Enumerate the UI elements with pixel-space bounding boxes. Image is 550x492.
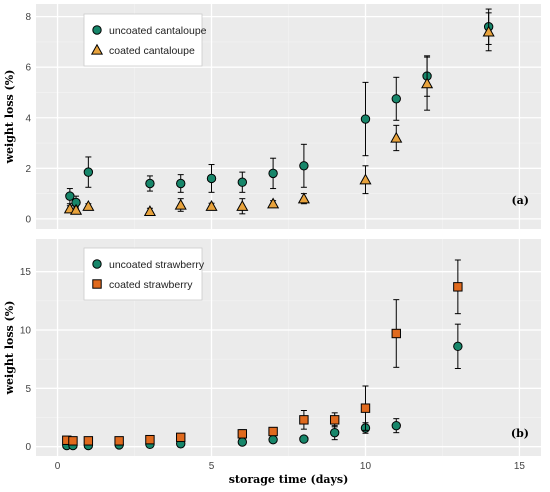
legend-marker — [92, 259, 102, 269]
y-tick-label: 0 — [25, 214, 31, 225]
y-tick-label: 5 — [25, 384, 31, 395]
panel-tag: (b) — [511, 427, 529, 440]
data-point — [174, 198, 187, 210]
series-coated-cantaloupe — [63, 12, 495, 216]
data-point — [391, 420, 401, 431]
y-axis-title: weight loss (%) — [3, 301, 16, 396]
data-point — [297, 192, 310, 204]
data-point — [145, 434, 155, 445]
legend-marker — [90, 43, 104, 55]
data-point — [453, 341, 463, 352]
x-tick-label: 15 — [514, 461, 526, 472]
data-point — [359, 173, 372, 185]
data-point — [482, 25, 495, 37]
data-point — [421, 77, 434, 89]
data-point — [69, 203, 83, 215]
data-point — [237, 437, 248, 447]
x-axis-title: storage time (days) — [229, 473, 349, 486]
data-point — [176, 178, 186, 189]
y-tick-label: 6 — [25, 63, 31, 74]
data-point — [145, 178, 155, 189]
legend-label: coated strawberry — [109, 279, 193, 291]
data-point — [329, 415, 340, 425]
data-point — [360, 403, 371, 413]
legend-box — [83, 247, 203, 301]
data-point — [299, 434, 309, 444]
y-axis-title: weight loss (%) — [3, 70, 16, 165]
legend-box — [83, 13, 203, 67]
data-point — [268, 168, 278, 179]
legend-label: uncoated cantaloupe — [109, 25, 207, 37]
data-point — [329, 427, 340, 438]
legend: uncoated strawberry coated strawberry — [83, 247, 205, 301]
y-tick-label: 4 — [25, 113, 31, 124]
data-point — [114, 436, 124, 446]
data-point — [453, 282, 463, 292]
legend-marker — [92, 279, 102, 289]
data-point — [299, 161, 309, 171]
y-tick-label: 15 — [20, 267, 32, 278]
data-point — [236, 200, 249, 211]
data-point — [268, 426, 278, 437]
legend-label: coated cantaloupe — [109, 45, 195, 57]
data-point — [360, 114, 371, 124]
data-point — [82, 200, 95, 211]
panel-a: 0 2 4 6 8 weight loss (%) uncoated cantaloupe c… — [3, 4, 541, 229]
data-point — [68, 436, 78, 446]
data-point — [65, 191, 75, 201]
y-tick-label: 10 — [20, 326, 32, 337]
legend-marker — [92, 25, 102, 35]
data-point — [237, 429, 248, 439]
data-point — [391, 94, 401, 104]
data-point — [206, 173, 217, 184]
x-tick-label: 5 — [209, 461, 215, 472]
panel-tag: (a) — [511, 194, 529, 207]
x-tick-label: 0 — [55, 461, 61, 472]
data-point — [390, 131, 403, 143]
series-coated-strawberry — [62, 259, 463, 446]
data-point — [176, 432, 186, 443]
legend-label: uncoated strawberry — [109, 259, 205, 271]
x-tick-label: 10 — [360, 461, 372, 472]
data-point — [237, 177, 248, 187]
y-tick-label: 2 — [25, 164, 31, 175]
data-point — [83, 167, 94, 177]
data-point — [391, 328, 401, 339]
data-point — [268, 434, 278, 445]
panel-b: 0 5 10 15 0 5 10 15 weight loss (%) storage time … — [3, 239, 541, 486]
data-point — [83, 436, 94, 446]
y-tick-label: 8 — [25, 12, 31, 23]
data-point — [205, 200, 218, 211]
data-point — [267, 197, 280, 209]
legend: uncoated cantaloupe coated cantaloupe — [83, 13, 207, 67]
y-tick-label: 0 — [25, 442, 31, 453]
data-point — [143, 205, 156, 216]
data-point — [299, 415, 309, 425]
